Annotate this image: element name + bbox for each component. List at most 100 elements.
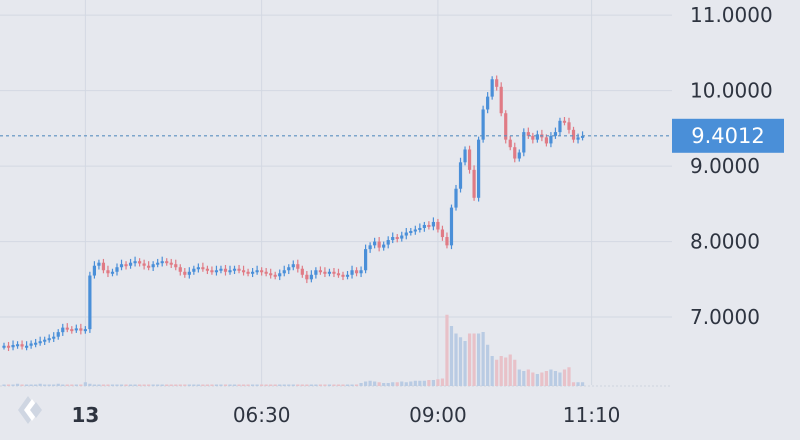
candle-body [2, 345, 6, 348]
candle-body [517, 152, 521, 159]
volume-bar [237, 384, 241, 386]
candle-body [413, 229, 417, 232]
volume-bar [373, 381, 377, 386]
candle-body [305, 274, 309, 280]
candle-body [223, 268, 228, 272]
volume-bar [305, 384, 309, 386]
candle-body [296, 264, 300, 269]
volume-bar [576, 382, 580, 386]
volume-bar [309, 384, 313, 386]
volume-bar [567, 367, 571, 386]
candle-body [458, 162, 463, 189]
volume-bar [92, 384, 96, 386]
volume-bar [241, 384, 246, 386]
candle-body [160, 261, 164, 264]
candle-body [232, 268, 237, 271]
volume-bar [38, 383, 42, 386]
candle-body [531, 135, 535, 140]
volume-bar [382, 383, 386, 386]
candle-body [431, 221, 435, 227]
candle-body [486, 96, 490, 110]
candle-body [255, 270, 259, 273]
volume-bar [142, 384, 146, 386]
volume-bar [29, 384, 33, 386]
volume-bar [151, 384, 155, 386]
candle-body [386, 240, 390, 245]
volume-bar [580, 382, 585, 386]
candle-body [61, 327, 65, 333]
volume-bar [183, 384, 187, 386]
volume-bar [477, 333, 481, 386]
x-tick-label: 13 [71, 403, 99, 427]
candle-body [128, 262, 133, 266]
candle-body [418, 227, 422, 230]
volume-bar [83, 382, 87, 386]
candle-body [183, 271, 187, 275]
candle-body [264, 271, 268, 274]
volume-bar [174, 384, 178, 386]
volume-bar [196, 384, 200, 386]
candle-body [106, 270, 110, 274]
candle-body [205, 268, 209, 271]
candle-body [246, 271, 250, 274]
candle-body [169, 262, 173, 265]
candle-body [25, 345, 29, 348]
x-tick-label: 09:00 [409, 403, 467, 427]
volume-bar [368, 380, 372, 386]
candle-body [314, 270, 318, 275]
volume-bar [377, 382, 381, 386]
candle-body [119, 264, 124, 268]
candle-body [395, 237, 399, 240]
volume-bar [52, 384, 56, 386]
candle-body [463, 149, 467, 163]
volume-bar [345, 384, 350, 386]
volume-bar [11, 384, 15, 386]
volume-bar [214, 384, 219, 386]
candle-body [178, 267, 182, 272]
candle-body [278, 273, 282, 277]
candle-body [445, 237, 449, 246]
candle-body [156, 262, 160, 265]
volume-bar [486, 344, 490, 386]
candle-body [133, 261, 137, 264]
volume-bar [400, 381, 404, 386]
volume-bar [79, 384, 83, 386]
candlesticks [2, 75, 585, 352]
volume-bar [449, 326, 454, 386]
candle-body [147, 265, 151, 268]
volume-bar [260, 384, 264, 386]
candle-body [513, 147, 517, 159]
volume-bar [364, 381, 368, 386]
candle-body [70, 329, 74, 332]
candle-body [332, 271, 336, 274]
candle-body [38, 341, 42, 344]
volume-bar [169, 384, 173, 386]
volume-bar [56, 383, 60, 386]
volume-bar [499, 356, 503, 386]
volume-bar [232, 384, 237, 386]
volume-bar [531, 372, 535, 386]
candle-body [467, 149, 472, 170]
volume-bar [160, 384, 164, 386]
candle-body [97, 262, 101, 266]
candle-body [251, 271, 255, 274]
candle-body [282, 270, 286, 274]
candle-body [15, 344, 20, 347]
volume-bar [318, 384, 322, 386]
candle-body [422, 224, 426, 228]
volume-bar [70, 384, 74, 386]
current-price-line: 9.4012 [0, 118, 784, 153]
candle-body [165, 261, 169, 264]
candle-body [409, 231, 413, 233]
volume-bar [427, 380, 431, 386]
volume-bar [386, 383, 390, 386]
candle-body [92, 265, 96, 276]
x-tick-label: 11:10 [563, 403, 621, 427]
candle-body [174, 264, 178, 268]
candle-body [490, 79, 494, 97]
volume-bar [178, 384, 182, 386]
volume-bar [504, 357, 508, 386]
volume-bar [490, 356, 494, 386]
volume-bar [508, 354, 512, 386]
